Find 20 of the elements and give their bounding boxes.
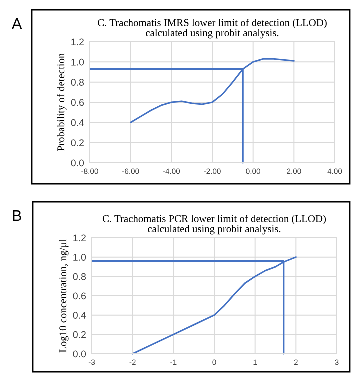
y-tick-label: 0.2: [71, 140, 84, 146]
y-tick-label: 0.0: [73, 350, 86, 358]
y-tick-label: 0.8: [71, 79, 84, 86]
y-tick-label: 0.0: [71, 160, 84, 167]
y-tick-label: 1.0: [72, 58, 84, 66]
y-tick-label: 0.6: [71, 99, 84, 106]
y-tick-label: 0.4: [73, 312, 86, 319]
y-axis-title: Log10 concentration, ng/µl: [59, 239, 69, 353]
chart-title: C. Trachomatis IMRS lower limit of detection (LLOD) calculated using probit analysis.: [98, 18, 327, 39]
y-tick-label: 0.4: [71, 119, 84, 126]
y-tick-label: 0.6: [73, 292, 86, 300]
y-tick-label: 0.2: [73, 331, 86, 338]
y-tick-label: 1.2: [72, 38, 84, 46]
chart-title: C. Trachomatis PCR lower limit of detection (LLOD) calculated using probit analysis.: [102, 214, 326, 235]
y-tick-label: 1.2: [74, 234, 86, 242]
text: A: [12, 18, 22, 30]
y-tick-label: 0.8: [73, 273, 86, 280]
text: B: [13, 210, 22, 222]
y-axis-title: Probability of detection: [57, 53, 67, 152]
y-tick-label: 1.0: [74, 254, 86, 261]
